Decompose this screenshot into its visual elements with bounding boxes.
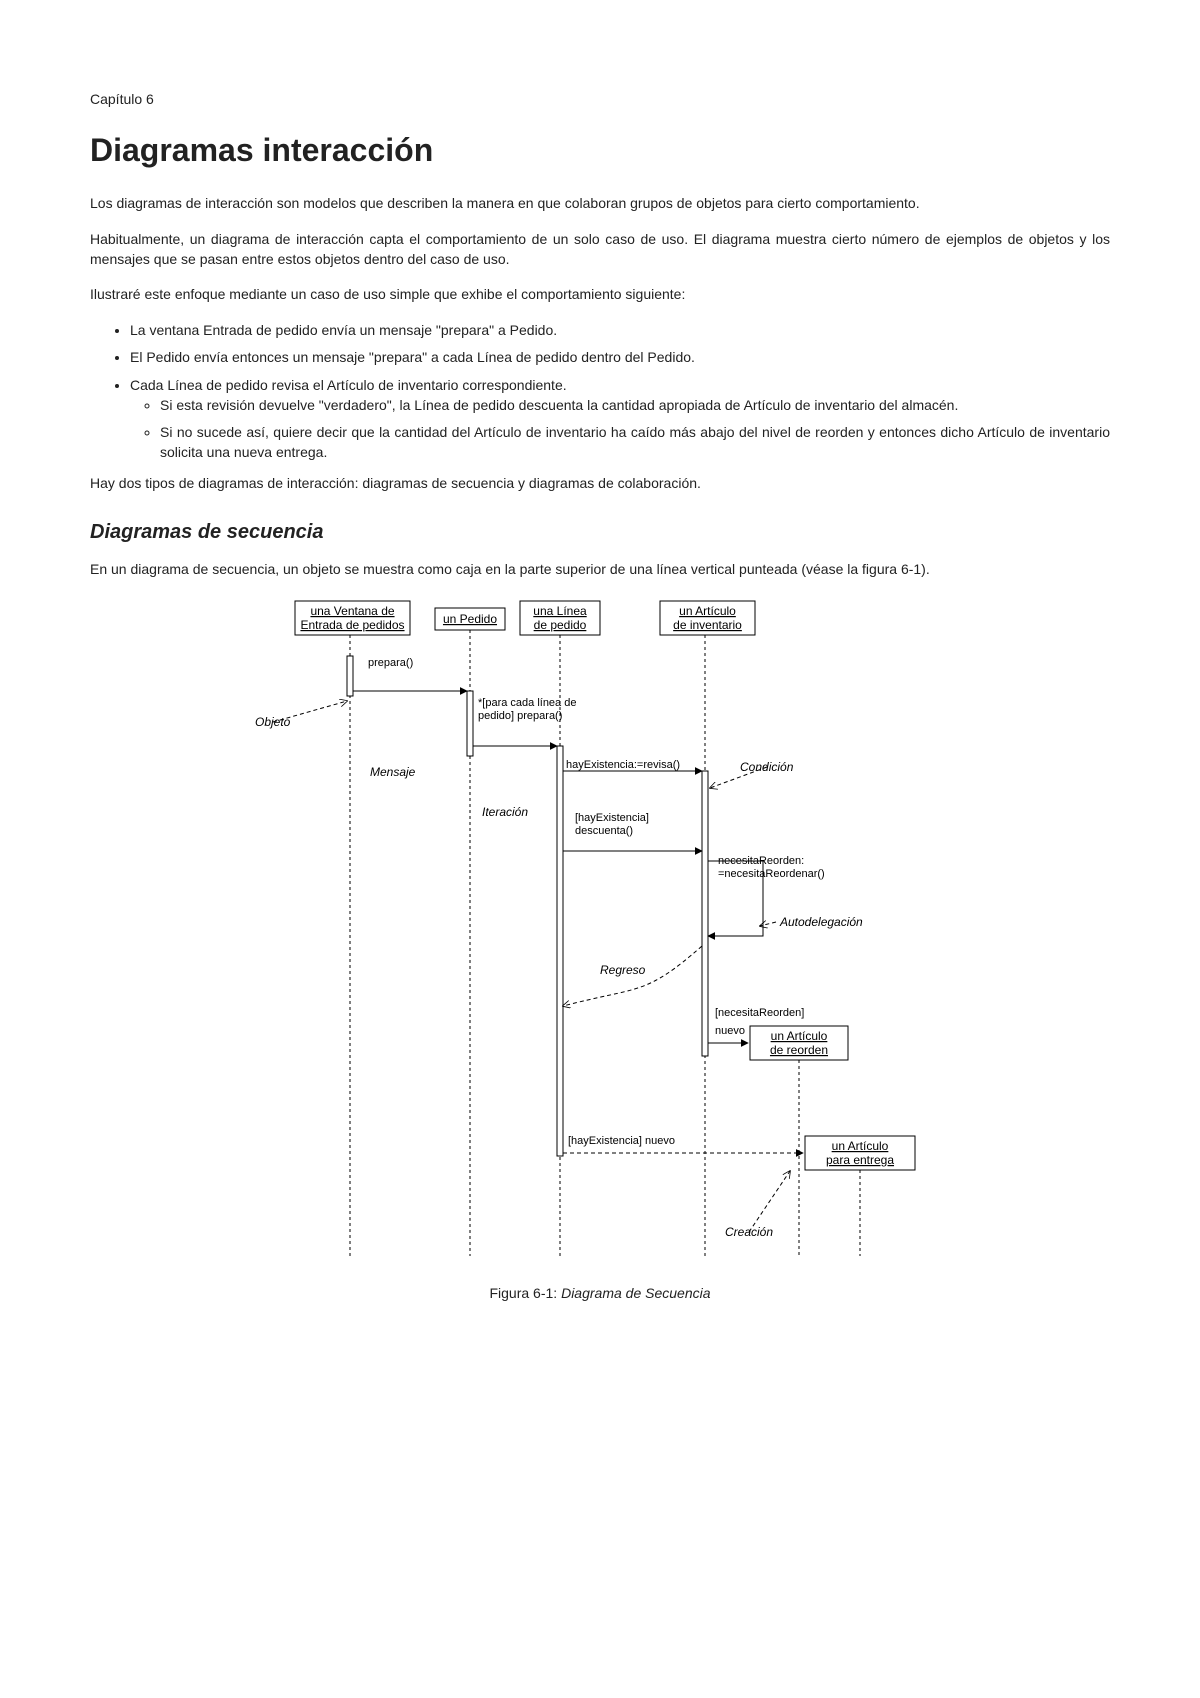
svg-text:=necesitaReordenar(): =necesitaReordenar() <box>718 868 825 880</box>
svg-text:Iteración: Iteración <box>482 805 528 819</box>
svg-text:un Pedido: un Pedido <box>443 612 497 626</box>
figure-sequence-diagram: una Ventana deEntrada de pedidos un Pedid… <box>220 596 980 1304</box>
svg-text:una Línea: una Línea <box>533 604 587 618</box>
caption-label: Figura 6-1: <box>489 1285 557 1301</box>
paragraph: En un diagrama de secuencia, un objeto s… <box>90 560 1110 580</box>
svg-text:pedido] prepara(): pedido] prepara() <box>478 710 562 722</box>
svg-text:un Artículo: un Artículo <box>771 1029 828 1043</box>
page-title: Diagramas interacción <box>90 128 1110 173</box>
chapter-label: Capítulo 6 <box>90 90 1110 110</box>
svg-text:[hayExistencia]: [hayExistencia] <box>575 812 649 824</box>
svg-text:necesitaReorden:: necesitaReorden: <box>718 855 804 867</box>
svg-text:[hayExistencia] nuevo: [hayExistencia] nuevo <box>568 1135 675 1147</box>
svg-text:para entrega: para entrega <box>826 1153 894 1167</box>
paragraph: Hay dos tipos de diagramas de interacció… <box>90 474 1110 494</box>
svg-text:hayExistencia:=revisa(): hayExistencia:=revisa() <box>566 759 680 771</box>
svg-text:de reorden: de reorden <box>770 1043 828 1057</box>
section-heading: Diagramas de secuencia <box>90 518 1110 546</box>
svg-text:de inventario: de inventario <box>673 618 742 632</box>
svg-text:Entrada de pedidos: Entrada de pedidos <box>300 618 404 632</box>
svg-text:un Artículo: un Artículo <box>679 604 736 618</box>
list-sub-item: Si no sucede así, quiere decir que la ca… <box>160 423 1110 462</box>
list-item: El Pedido envía entonces un mensaje "pre… <box>130 348 1110 368</box>
svg-text:[necesitaReorden]: [necesitaReorden] <box>715 1007 804 1019</box>
svg-text:nuevo: nuevo <box>715 1025 745 1037</box>
svg-text:Objeto: Objeto <box>255 715 291 729</box>
list-sub-item: Si esta revisión devuelve "verdadero", l… <box>160 396 1110 416</box>
svg-text:una Ventana de: una Ventana de <box>310 604 394 618</box>
svg-text:Autodelegación: Autodelegación <box>779 915 863 929</box>
svg-text:Regreso: Regreso <box>600 963 646 977</box>
list-item: Cada Línea de pedido revisa el Artículo … <box>130 376 1110 462</box>
list-item-text: Cada Línea de pedido revisa el Artículo … <box>130 377 567 393</box>
svg-text:prepara(): prepara() <box>368 657 413 669</box>
list-item: La ventana Entrada de pedido envía un me… <box>130 321 1110 341</box>
paragraph: Ilustraré este enfoque mediante un caso … <box>90 285 1110 305</box>
paragraph: Habitualmente, un diagrama de interacció… <box>90 230 1110 269</box>
caption-title: Diagrama de Secuencia <box>561 1285 710 1301</box>
svg-text:descuenta(): descuenta() <box>575 825 633 837</box>
bullet-list: La ventana Entrada de pedido envía un me… <box>90 321 1110 463</box>
paragraph: Los diagramas de interacción son modelos… <box>90 194 1110 214</box>
figure-caption: Figura 6-1: Diagrama de Secuencia <box>220 1284 980 1304</box>
svg-text:Mensaje: Mensaje <box>370 765 416 779</box>
sequence-diagram-svg: una Ventana deEntrada de pedidos un Pedid… <box>220 596 980 1276</box>
svg-text:*[para cada línea de: *[para cada línea de <box>478 697 576 709</box>
svg-text:un Artículo: un Artículo <box>832 1139 889 1153</box>
svg-text:de pedido: de pedido <box>534 618 587 632</box>
